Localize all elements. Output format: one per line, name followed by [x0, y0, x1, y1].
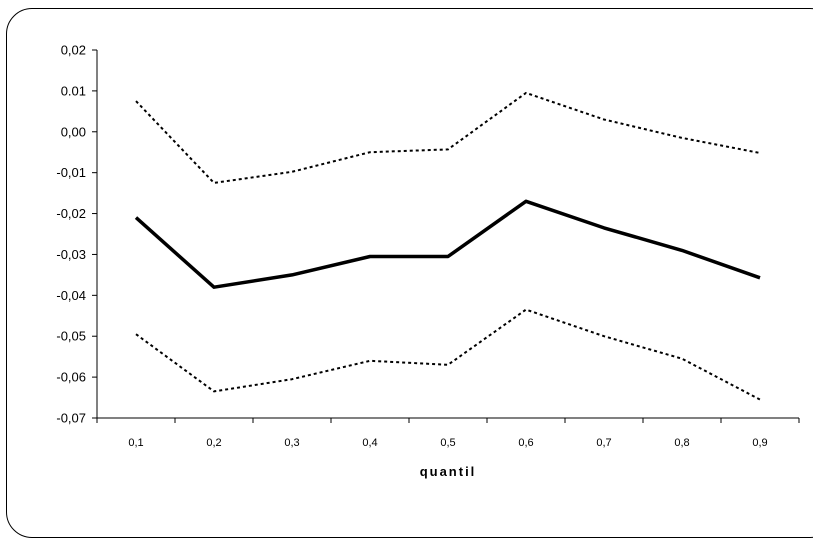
- y-tick-label: -0,06: [56, 370, 86, 385]
- x-tick-label: 0,7: [596, 437, 611, 449]
- series-lines: [134, 91, 761, 401]
- y-tick-label: 0,00: [61, 124, 86, 139]
- x-axis-label: quantil: [420, 464, 477, 479]
- y-tick-label: -0,07: [56, 411, 86, 426]
- y-tick-label: 0.01: [61, 83, 86, 98]
- x-tick-labels: 0,1 0,2 0,3 0,4 0,5 0,6 0,7 0,8 0,9: [128, 437, 767, 449]
- x-tick-label: 0,9: [752, 437, 767, 449]
- axes: [92, 49, 800, 423]
- x-tick-label: 0,4: [362, 437, 377, 449]
- y-tick-label: -0,02: [56, 206, 86, 221]
- y-tick-label: -0,01: [56, 165, 86, 180]
- line-chart: 0,02 0.01 0,00 -0,01 -0,02 -0,03 -0,04 -0,05 -0,…: [56, 43, 800, 479]
- x-tick-label: 0,2: [206, 437, 221, 449]
- x-tick-label: 0,5: [440, 437, 455, 449]
- x-tick-label: 0,8: [674, 437, 689, 449]
- series-line-2: [135, 91, 761, 184]
- y-tick-label: 0,02: [61, 43, 86, 58]
- y-tick-label: -0,04: [56, 288, 86, 303]
- x-tick-label: 0,3: [284, 437, 299, 449]
- series-line-1: [134, 199, 761, 289]
- x-tick-label: 0,6: [518, 437, 533, 449]
- x-tick-label: 0,1: [128, 437, 143, 449]
- y-tick-labels: 0,02 0.01 0,00 -0,01 -0,02 -0,03 -0,04 -0,05 -0,…: [56, 43, 86, 426]
- y-tick-label: -0,03: [56, 247, 86, 262]
- series-line-3: [135, 308, 761, 401]
- y-tick-label: -0,05: [56, 329, 86, 344]
